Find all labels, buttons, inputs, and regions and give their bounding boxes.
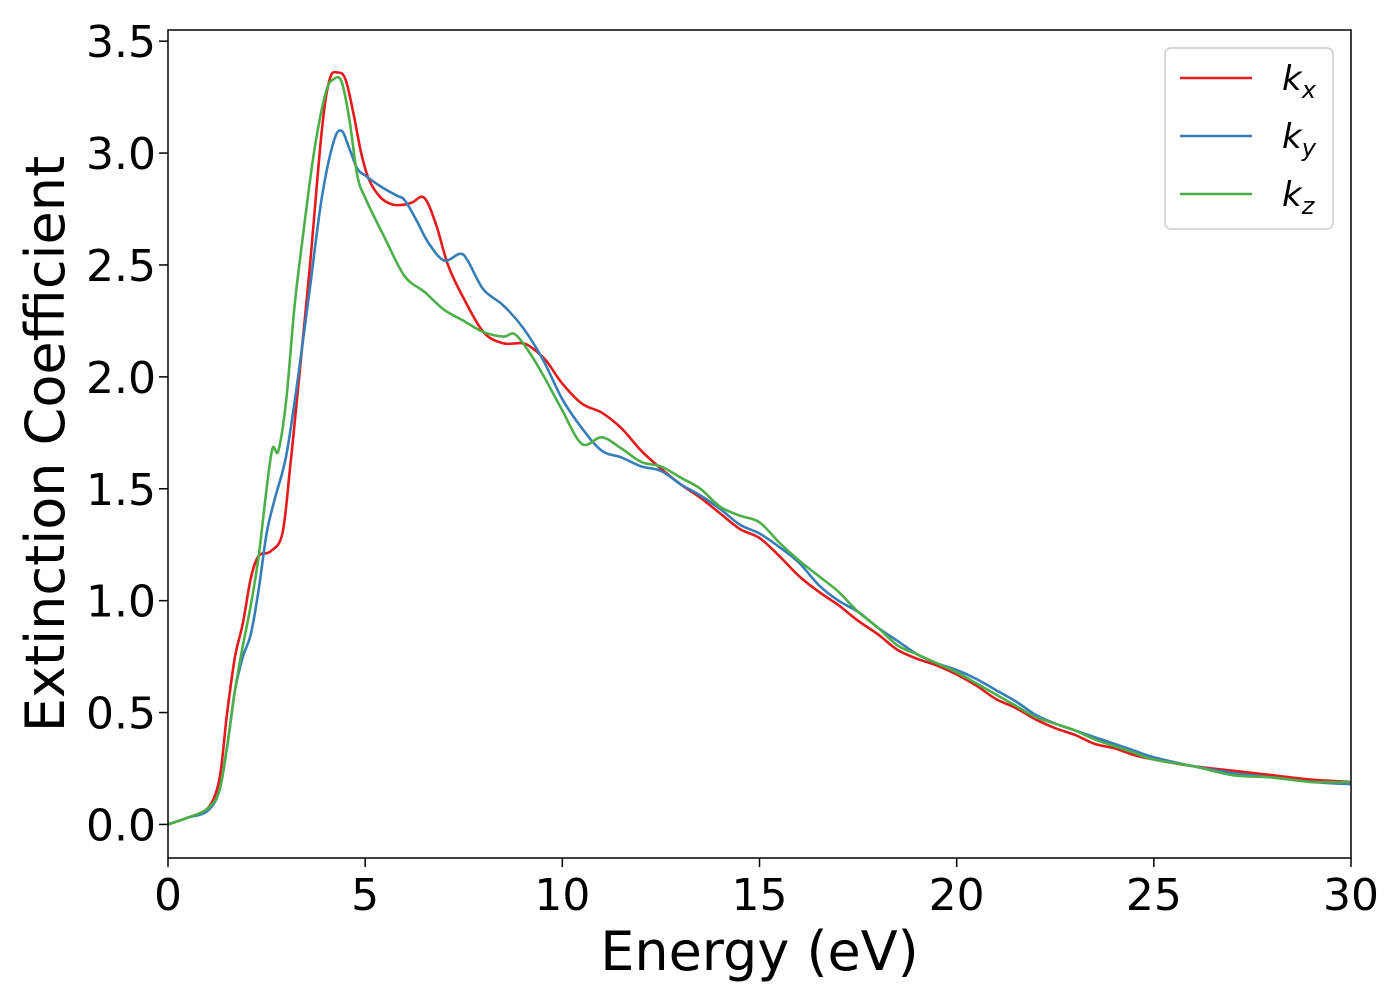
y-axis-label: Extinction Coefficient <box>14 156 77 732</box>
y-tick-label: 2.0 <box>86 353 156 404</box>
y-tick-label: 3.5 <box>86 17 156 68</box>
x-tick-label: 5 <box>351 870 379 921</box>
legend-box <box>1164 47 1334 230</box>
x-axis-ticks: 0 5 10 15 20 25 30 <box>154 858 1379 921</box>
y-tick-label: 2.5 <box>86 241 156 292</box>
series-line-k-z <box>168 75 1351 826</box>
x-axis-label: Energy (eV) <box>600 920 919 983</box>
legend-label-k-x: kx <box>1282 59 1317 104</box>
y-tick-label: 1.0 <box>86 577 156 628</box>
x-tick-label: 10 <box>534 870 590 921</box>
x-tick-label: 25 <box>1126 870 1182 921</box>
series-line-k-y <box>168 129 1351 826</box>
y-tick-label: 1.5 <box>86 465 156 516</box>
y-tick-label: 3.0 <box>86 129 156 180</box>
legend: kx ky kz <box>1164 47 1334 230</box>
legend-label-k-z: kz <box>1282 175 1316 220</box>
x-tick-label: 0 <box>154 870 182 921</box>
x-tick-label: 20 <box>929 870 985 921</box>
x-tick-label: 15 <box>732 870 788 921</box>
y-tick-label: 0.0 <box>86 800 156 851</box>
y-tick-label: 0.5 <box>86 689 156 740</box>
series-line-k-x <box>168 70 1351 826</box>
plot-area <box>167 29 1352 859</box>
legend-label-k-y: ky <box>1282 117 1317 162</box>
series-layer <box>168 70 1351 826</box>
x-tick-label: 30 <box>1323 870 1379 921</box>
y-axis-ticks: 0.0 0.5 1.0 1.5 2.0 2.5 3.0 3.5 <box>86 17 168 851</box>
